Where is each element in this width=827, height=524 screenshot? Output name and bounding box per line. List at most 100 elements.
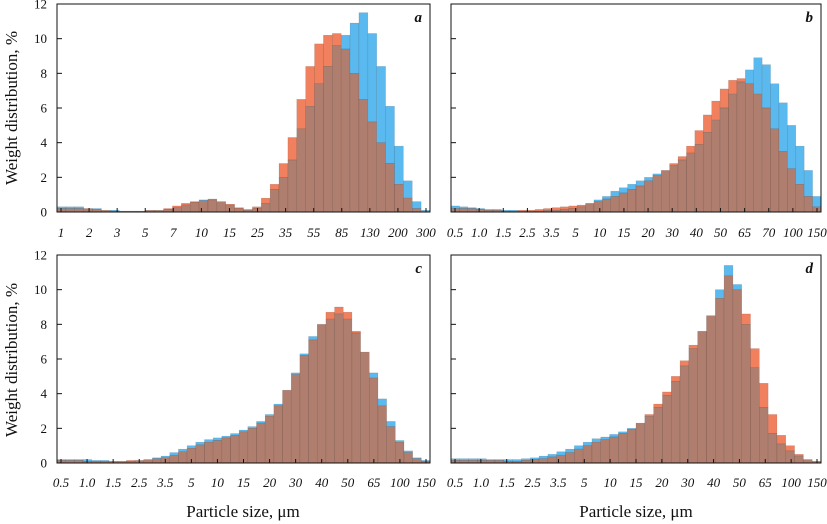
bar-orange-top [677, 156, 687, 161]
bar-orange-top [314, 43, 324, 84]
bar-blue-top [787, 125, 797, 169]
bar-orange-top [776, 435, 787, 445]
x-tick-label: 2.5 [519, 225, 536, 240]
bar-overlap [761, 107, 771, 213]
bar-overlap [719, 107, 729, 213]
x-tick-label: 65 [367, 475, 381, 490]
bar-blue-top [582, 441, 593, 446]
bar-blue-top [459, 206, 469, 209]
bar-overlap [323, 66, 333, 213]
bar-blue-top [600, 436, 610, 440]
bar-orange-top [343, 311, 353, 320]
y-tick-label: 6 [41, 101, 48, 116]
bar-blue-top [169, 452, 179, 456]
bar-blue-top [492, 209, 502, 211]
bar-blue-top [299, 353, 309, 356]
bar-overlap [316, 324, 327, 464]
bar-overlap [759, 407, 769, 464]
bar-orange-top [252, 206, 262, 209]
bar-orange-top [741, 313, 751, 325]
bar-blue-top [160, 455, 171, 459]
bar-overlap [264, 415, 275, 464]
x-tick-label: 15 [223, 225, 237, 240]
bar-overlap [351, 332, 361, 464]
bar-overlap [282, 389, 292, 464]
bar-overlap [697, 331, 707, 464]
bar-blue-top [358, 12, 369, 100]
bar-overlap [377, 405, 387, 464]
y-axis-title-bottom: Weight distribution, % [2, 283, 21, 437]
bar-orange-top [269, 184, 280, 190]
bar-overlap [576, 206, 586, 213]
bar-blue-top [538, 455, 549, 459]
bar-orange-top [686, 145, 696, 154]
x-tick-label: 1.5 [495, 225, 512, 240]
y-tick-label: 10 [34, 31, 47, 46]
bar-blue-top [778, 102, 788, 152]
bar-overlap [261, 203, 271, 213]
x-tick-label: 5 [581, 475, 588, 490]
bar-blue-top [627, 184, 637, 190]
bar-blue-top [812, 196, 822, 208]
bar-overlap [216, 201, 226, 213]
bar-overlap [207, 199, 218, 213]
bar-blue-top [609, 434, 619, 438]
x-tick-label: 5 [188, 475, 195, 490]
bar-blue-top [477, 458, 487, 461]
y-tick-label: 8 [41, 317, 48, 332]
x-tick-label: 1.0 [79, 475, 96, 490]
bar-overlap [403, 197, 413, 213]
bar-overlap [252, 208, 262, 213]
bar-overlap [340, 48, 351, 213]
x-tick-label: 30 [680, 475, 695, 490]
bar-overlap [711, 119, 721, 213]
x-tick-label: 130 [360, 225, 380, 240]
bar-orange-top [225, 203, 235, 206]
bar-orange-top [669, 163, 679, 166]
bar-overlap [585, 203, 595, 213]
bar-blue-top [204, 439, 214, 443]
bar-blue-top [803, 170, 813, 197]
bar-overlap [305, 106, 315, 213]
x-tick-label: 3 [113, 225, 121, 240]
bar-orange-top [703, 114, 712, 133]
x-tick-label: 3.5 [156, 475, 174, 490]
bar-orange-top [560, 206, 569, 210]
bar-overlap [412, 458, 422, 464]
bar-orange-top [670, 376, 681, 382]
y-tick-label: 2 [41, 170, 48, 185]
bar-overlap [635, 422, 646, 464]
bar-overlap [394, 184, 404, 213]
bar-overlap [679, 365, 690, 464]
bar-overlap [600, 439, 610, 464]
bar-blue-top [403, 450, 413, 453]
bar-blue-top [610, 190, 620, 197]
bar-orange-top [688, 344, 698, 349]
bar-overlap [360, 351, 370, 464]
bar-blue-top [367, 33, 377, 123]
x-tick-label: 65 [759, 475, 773, 490]
bar-blue-top [618, 431, 628, 434]
bar-overlap [669, 164, 679, 213]
x-tick-label: 15 [617, 225, 631, 240]
bar-overlap [627, 189, 637, 213]
bar-overlap [386, 426, 396, 464]
bar-overlap [169, 454, 179, 464]
bar-overlap [369, 377, 379, 464]
bar-overlap [234, 208, 244, 213]
bar-orange-top [759, 383, 769, 408]
bar-overlap [467, 208, 477, 213]
bar-overlap [198, 200, 209, 213]
bar-orange-top [351, 331, 361, 334]
x-tick-label: 70 [762, 225, 776, 240]
y-tick-label: 2 [41, 421, 48, 436]
bar-blue-top [377, 398, 387, 407]
bar-overlap [530, 459, 540, 464]
x-tick-label: 30 [665, 225, 680, 240]
bar-orange-top [719, 88, 729, 109]
x-axis-title-left: Particle size, μm [186, 502, 299, 521]
bar-blue-top [195, 441, 205, 446]
bar-blue-top [635, 180, 645, 187]
bar-orange-top [728, 80, 738, 95]
bar-overlap [221, 437, 231, 464]
